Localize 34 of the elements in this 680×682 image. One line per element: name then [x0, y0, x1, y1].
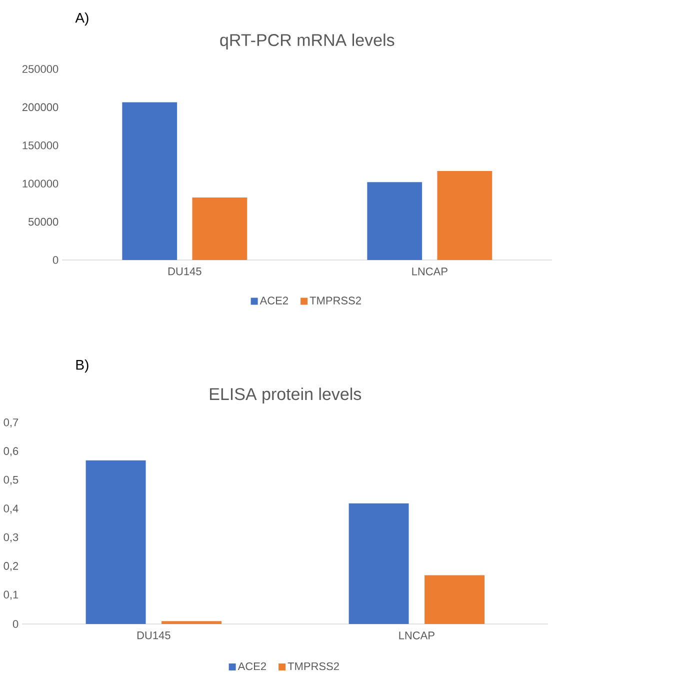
x-tick-label: LNCAP: [399, 632, 435, 640]
y-tick-label: 0,7: [4, 418, 18, 428]
y-tick-label: 0,1: [4, 590, 18, 600]
y-tick-label: 0,2: [4, 562, 18, 572]
chart-title: qRT-PCR mRNA levels: [220, 34, 394, 50]
text: A): [75, 12, 88, 26]
bar: [86, 460, 146, 624]
x-tick-label: DU145: [138, 632, 170, 640]
y-tick-label: 0: [53, 256, 58, 264]
y-tick-label: 0,4: [4, 504, 18, 514]
bar: [348, 503, 409, 624]
legend-label: TMPRSS2: [288, 662, 340, 670]
legend-label: ACE2: [260, 296, 288, 304]
bar: [192, 197, 248, 260]
y-tick-label: 250000: [22, 65, 58, 73]
x-tick-label: LNCAP: [412, 268, 448, 276]
bar: [424, 575, 485, 624]
x-tick-label: DU145: [168, 268, 202, 276]
legend-label: TMPRSS2: [310, 296, 362, 304]
y-tick-label: 0,3: [4, 533, 18, 542]
y-tick-label: 100000: [22, 180, 58, 188]
bar: [437, 170, 492, 260]
chart-title: ELISA protein levels: [210, 388, 362, 404]
bar: [367, 182, 422, 260]
y-tick-label: 50000: [28, 218, 58, 226]
y-tick-label: 0,5: [4, 476, 18, 485]
y-tick-label: 200000: [22, 103, 58, 112]
bar: [162, 621, 222, 624]
y-tick-label: 0,6: [4, 447, 18, 456]
y-tick-label: 0: [13, 620, 18, 628]
bar: [122, 102, 178, 260]
text: B): [76, 360, 88, 373]
y-tick-label: 150000: [22, 142, 58, 150]
legend-label: ACE2: [238, 662, 266, 670]
